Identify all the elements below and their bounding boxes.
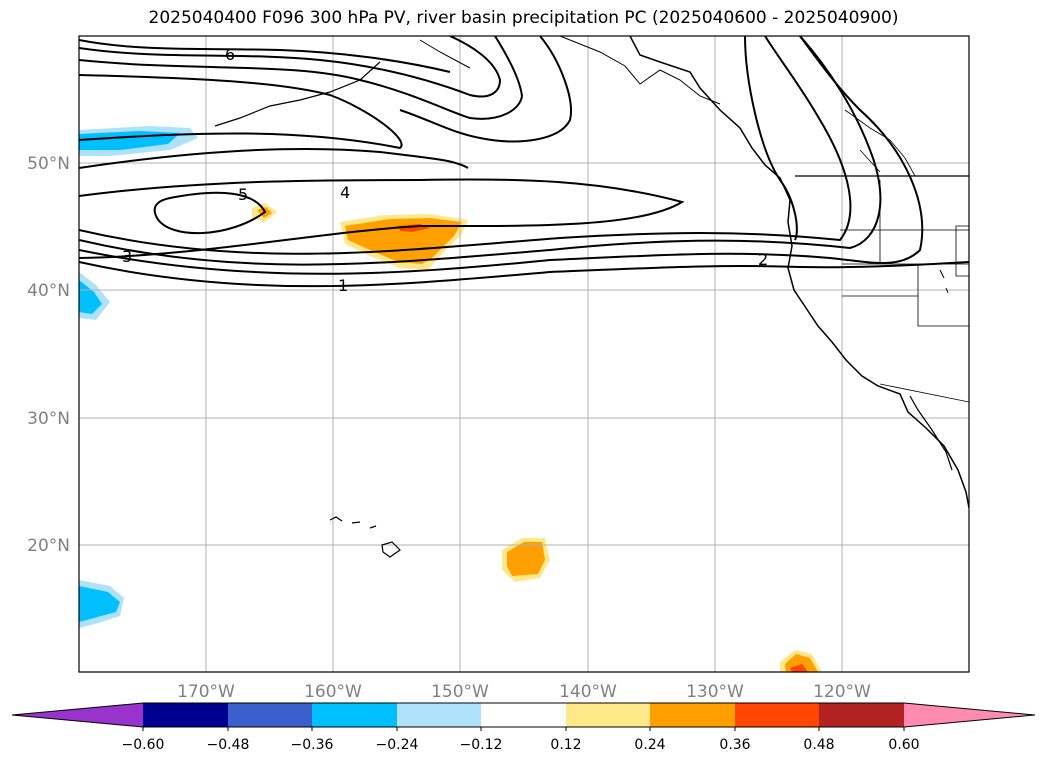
lat-tick-labels: 20°N 30°N 40°N 50°N <box>27 154 70 556</box>
colorbar-label-4: −0.12 <box>460 737 503 753</box>
colorbar-label-2: −0.36 <box>291 737 334 753</box>
colorbar-extend-high <box>904 703 1035 727</box>
pv-label-2: 2 <box>758 250 768 269</box>
colorbar-bin-9 <box>819 703 904 727</box>
colorbar-label-9: 0.60 <box>888 737 919 753</box>
lat-tick-40n: 40°N <box>27 281 70 301</box>
pv-label-6: 6 <box>225 45 235 64</box>
colorbar-bin-7 <box>650 703 735 727</box>
lon-tick-labels: 170°W 160°W 150°W 140°W 130°W 120°W <box>177 682 871 702</box>
colorbar-bin-5 <box>481 703 566 727</box>
colorbar-label-5: 0.12 <box>550 737 581 753</box>
pv-contour-6-north <box>79 36 502 98</box>
pv-contour-5-north <box>79 36 524 120</box>
colorbar-bin-6 <box>566 703 650 727</box>
pv-contour-1 <box>79 261 969 288</box>
lon-tick-140w: 140°W <box>559 682 617 702</box>
hawaii <box>329 516 401 558</box>
map-frame <box>78 35 970 673</box>
pv-contour-3 <box>79 36 852 255</box>
pv-contour-2b <box>79 36 882 266</box>
precip-shading <box>79 126 822 672</box>
colorbar-label-1: −0.48 <box>207 737 250 753</box>
lon-tick-170w: 170°W <box>177 682 235 702</box>
lon-tick-120w: 120°W <box>813 682 871 702</box>
map-title: 2025040400 F096 300 hPa PV, river basin … <box>148 8 899 28</box>
lon-tick-160w: 160°W <box>304 682 362 702</box>
colorbar-extend-low <box>12 703 143 727</box>
colorbar-label-0: −0.60 <box>122 737 165 753</box>
pv-contour-labels: 1 2 3 4 5 6 <box>122 45 768 295</box>
pv-contour-4-belt <box>79 178 685 259</box>
lat-tick-20n: 20°N <box>27 536 70 556</box>
lat-tick-50n: 50°N <box>27 154 70 174</box>
pv-contours <box>79 36 969 288</box>
pv-label-4: 4 <box>340 183 350 202</box>
pv-contour-5-cut <box>153 191 267 234</box>
neg-anomaly-w15 <box>79 586 120 622</box>
pv-contour-4-north <box>79 74 403 150</box>
pv-label-3: 3 <box>122 247 132 266</box>
pv-contour-4-east <box>744 36 798 241</box>
pv-contour-3-north <box>79 147 469 169</box>
colorbar-bin-4 <box>397 703 481 727</box>
lon-tick-130w: 130°W <box>686 682 744 702</box>
coastlines <box>214 36 969 558</box>
colorbar-label-6: 0.24 <box>634 737 665 753</box>
colorbar-label-3: −0.24 <box>376 737 419 753</box>
colorbar-bin-2 <box>228 703 312 727</box>
alaska-peninsula <box>214 61 381 127</box>
colorbar-bin-1 <box>143 703 228 727</box>
colorbar-bin-3 <box>312 703 397 727</box>
colorbar: −0.60 −0.48 −0.36 −0.24 −0.12 0.12 0.24 … <box>11 702 1036 753</box>
lon-tick-150w: 150°W <box>431 682 489 702</box>
north-america-coast <box>629 36 969 509</box>
neg-anomaly-w40 <box>79 280 102 314</box>
pv-contour-2 <box>79 36 924 275</box>
colorbar-bin-8 <box>735 703 819 727</box>
baja-gulf <box>909 395 953 471</box>
colorbar-label-8: 0.48 <box>803 737 834 753</box>
pv-label-5: 5 <box>238 185 248 204</box>
lat-tick-30n: 30°N <box>27 409 70 429</box>
colorbar-label-7: 0.36 <box>719 737 750 753</box>
pv-label-1: 1 <box>338 276 348 295</box>
